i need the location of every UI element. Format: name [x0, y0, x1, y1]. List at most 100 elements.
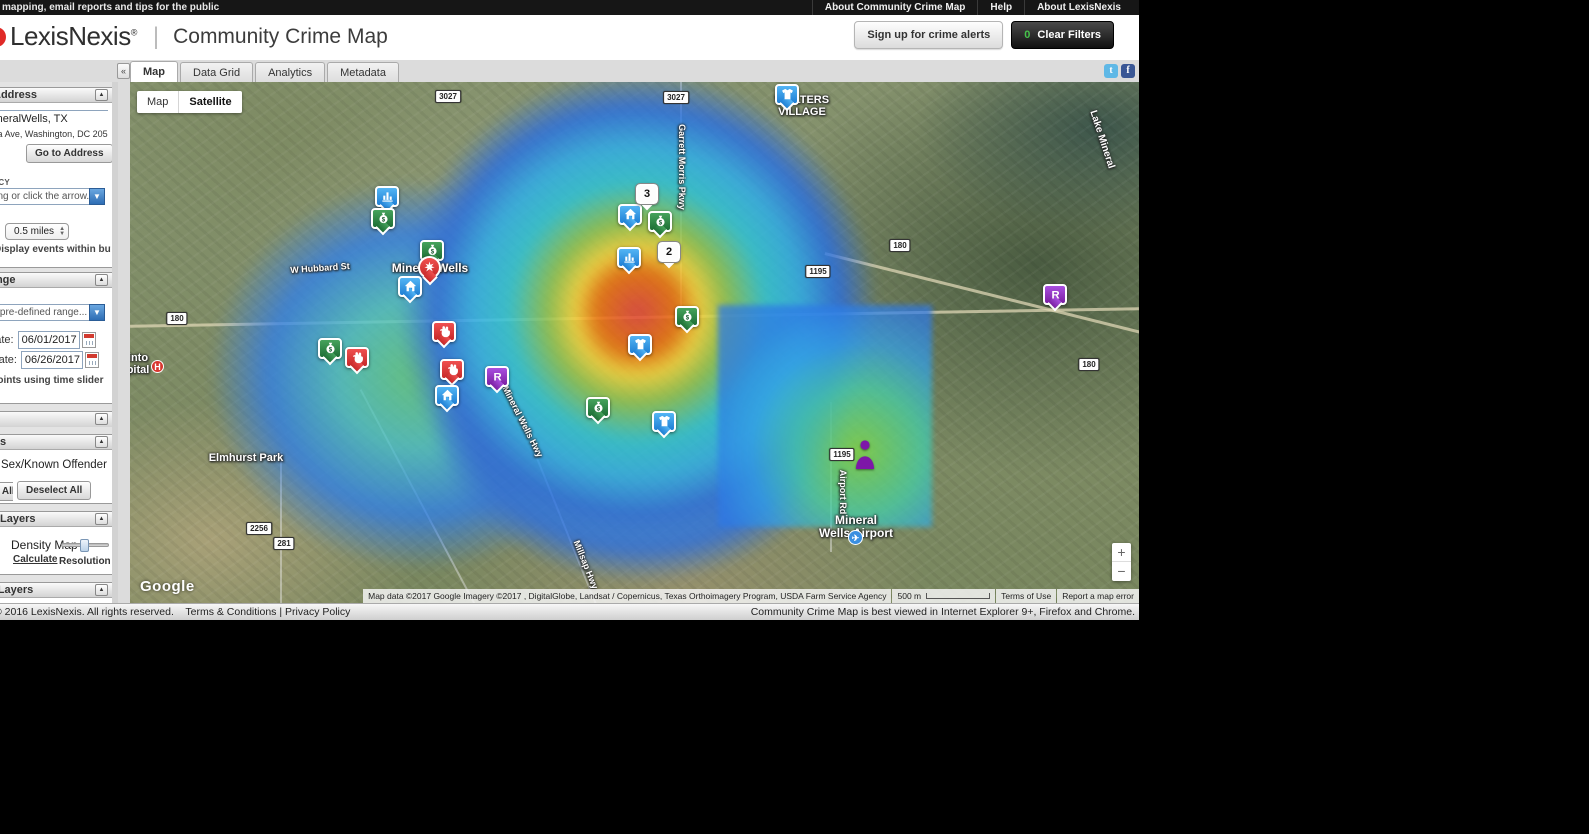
end-date-calendar-icon[interactable]: [84, 352, 99, 368]
tab-analytics[interactable]: Analytics: [255, 62, 326, 82]
offender-marker[interactable]: [852, 439, 878, 476]
event-marker-money-bag[interactable]: $: [371, 208, 395, 229]
route-shield: 1195: [829, 448, 855, 461]
privacy-policy-link[interactable]: Privacy Policy: [285, 606, 351, 618]
event-marker-rx[interactable]: R: [1043, 284, 1067, 305]
app-footer: © 2016 LexisNexis. All rights reserved. …: [0, 603, 1139, 620]
buffer-checkbox-label[interactable]: Display events within buffer: [0, 244, 111, 255]
event-marker-house[interactable]: [435, 385, 459, 406]
cluster-marker[interactable]: 3: [635, 183, 659, 205]
tab-map[interactable]: Map: [130, 61, 178, 83]
sidebar-collapse-button[interactable]: «: [117, 63, 130, 79]
tab-data-grid[interactable]: Data Grid: [180, 62, 254, 82]
map-type-satellite-button[interactable]: Satellite: [179, 91, 242, 113]
zoom-out-button[interactable]: −: [1117, 563, 1126, 579]
event-marker-money-bag[interactable]: $: [420, 240, 444, 261]
map-label: Mineral Wells Airport: [818, 513, 894, 541]
cluster-marker[interactable]: 2: [657, 241, 681, 263]
event-marker-fist[interactable]: [345, 347, 369, 368]
report-map-error-link[interactable]: Report a map error: [1057, 589, 1139, 603]
airport-poi-icon: ✈: [848, 530, 863, 545]
route-shield: 180: [166, 312, 188, 325]
event-marker-money-bag[interactable]: $: [318, 338, 342, 359]
collapse-layers-icon[interactable]: ▲: [95, 513, 108, 525]
predefined-range-arrow-icon[interactable]: ▼: [89, 304, 105, 321]
time-slider-checkbox-label[interactable]: Filter points using time slider: [0, 375, 104, 386]
event-marker-chart[interactable]: [617, 247, 641, 268]
rx-icon: R: [1051, 289, 1059, 301]
collapse-date-range-icon[interactable]: ▲: [95, 274, 108, 286]
start-date-label: Start Date:: [0, 334, 14, 346]
signup-crime-alerts-button[interactable]: Sign up for crime alerts: [854, 21, 1004, 49]
start-date-input[interactable]: 06/01/2017: [17, 331, 80, 349]
start-date-calendar-icon[interactable]: [81, 332, 96, 348]
address-panel-title: Address: [0, 89, 38, 101]
link-about-community-crime-map[interactable]: About Community Crime Map: [811, 0, 978, 15]
event-marker-money-bag[interactable]: $: [586, 397, 610, 418]
wheel-icon: [424, 261, 435, 272]
buffer-distance-stepper[interactable]: 0.5 miles ▲ ▼: [5, 223, 70, 240]
link-help[interactable]: Help: [977, 0, 1024, 15]
clear-filters-button[interactable]: 0 Clear Filters: [1011, 21, 1114, 49]
resolution-slider-thumb[interactable]: [80, 539, 89, 552]
event-marker-money-bag[interactable]: $: [648, 211, 672, 232]
calculate-link[interactable]: Calculate: [13, 554, 58, 565]
zoom-in-button[interactable]: +: [1112, 543, 1131, 562]
resolution-slider[interactable]: [61, 539, 109, 552]
svg-text:$: $: [596, 405, 600, 412]
brand-text: LexisNexis: [10, 21, 131, 51]
money-bag-icon: $: [378, 212, 388, 223]
route-shield: 180: [1078, 358, 1100, 371]
end-date-input[interactable]: 06/26/2017: [20, 351, 83, 369]
layers-panel-header: Layers ▲: [0, 512, 113, 527]
stepper-arrows-icon[interactable]: ▲ ▼: [59, 226, 66, 237]
map-type-map-button[interactable]: Map: [137, 91, 180, 113]
deselect-all-button[interactable]: Deselect All: [17, 481, 92, 500]
sidebar-scrollbar[interactable]: [112, 82, 118, 603]
collapse-panel-icon[interactable]: ▲: [95, 413, 108, 425]
event-marker-wheel[interactable]: [418, 256, 441, 279]
collapse-events-icon[interactable]: ▲: [95, 436, 108, 448]
collapse-address-icon[interactable]: ▲: [95, 89, 108, 101]
terms-conditions-link[interactable]: Terms & Conditions: [185, 606, 277, 618]
link-about-lexisnexis[interactable]: About LexisNexis: [1024, 0, 1133, 15]
map-attribution-bar: Map data ©2017 Google Imagery ©2017 , Di…: [363, 589, 1139, 603]
predefined-range-dropdown[interactable]: Select a pre-defined range...: [0, 304, 89, 321]
offender-category-label[interactable]: Sex/Known Offender: [1, 459, 107, 471]
route-shield: 281: [273, 537, 295, 550]
event-marker-rx[interactable]: R: [485, 366, 509, 387]
event-marker-fist[interactable]: [432, 321, 456, 342]
tabs: Map Data Grid Analytics Metadata: [130, 60, 1139, 83]
go-to-address-button[interactable]: Go to Address: [26, 144, 113, 163]
twitter-icon[interactable]: t: [1104, 64, 1118, 78]
event-marker-chart[interactable]: [375, 186, 399, 207]
terms-of-use-link[interactable]: Terms of Use: [996, 589, 1057, 603]
collapsed-panel-header: ▲: [0, 412, 113, 427]
agency-dropdown[interactable]: Start typing or click the arrow...: [0, 188, 89, 205]
event-marker-house[interactable]: [618, 204, 642, 225]
collapse-agency-layers-icon[interactable]: ▲: [95, 584, 108, 596]
buffer-distance-value: 0.5 miles: [14, 226, 55, 237]
address-hint: Ex: 1600 Pennsylvania Ave, Washington, D…: [0, 129, 108, 139]
map-type-control: Map Satellite: [137, 91, 242, 113]
event-marker-fist[interactable]: [440, 359, 464, 380]
event-marker-shirt[interactable]: [775, 84, 799, 105]
event-marker-shirt[interactable]: [628, 334, 652, 355]
svg-text:$: $: [685, 314, 689, 321]
tab-metadata[interactable]: Metadata: [327, 62, 399, 82]
facebook-icon[interactable]: f: [1121, 64, 1135, 78]
agency-dropdown-arrow-icon[interactable]: ▼: [89, 188, 105, 205]
end-date-label: End Date:: [0, 354, 17, 366]
events-panel-header: Events ▲: [0, 435, 113, 450]
event-marker-house[interactable]: [398, 276, 422, 297]
event-marker-shirt[interactable]: [652, 411, 676, 432]
event-marker-money-bag[interactable]: $: [675, 306, 699, 327]
map-canvas[interactable]: WOLTERS VILLAGE Mineral Wells Elmhurst Par…: [130, 82, 1139, 603]
agency-layers-panel-title: Agency Layers: [0, 584, 34, 596]
density-map-label[interactable]: Density Map: [11, 538, 78, 552]
agency-layers-panel-header: Agency Layers ▲: [0, 583, 113, 598]
select-all-button[interactable]: Select All: [0, 482, 13, 501]
house-icon: [404, 280, 416, 292]
